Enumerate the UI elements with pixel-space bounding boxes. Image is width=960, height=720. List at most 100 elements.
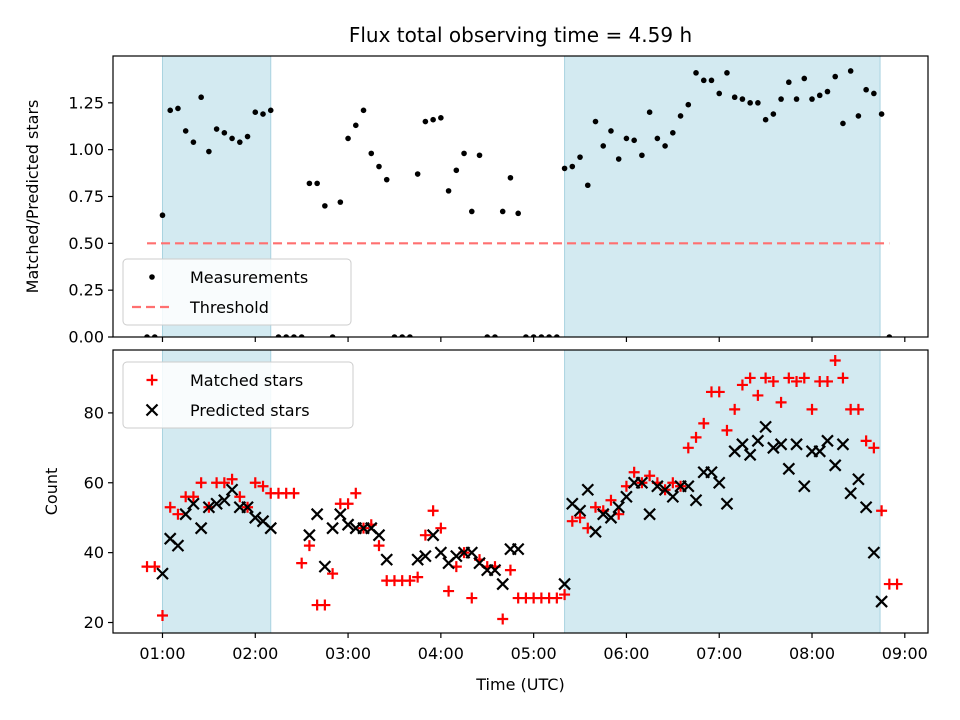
predicted-star-point xyxy=(867,546,881,559)
legend: Measurements Threshold xyxy=(122,258,352,326)
matched-star-point xyxy=(744,372,756,384)
predicted-star-point xyxy=(705,466,718,479)
measurement-point xyxy=(198,94,204,101)
legend: Matched stars Predicted stars xyxy=(122,361,354,429)
predicted-star-point xyxy=(689,493,703,507)
predicted-star-point xyxy=(511,542,525,556)
matched-star-point xyxy=(342,498,354,510)
matched-star-point xyxy=(164,501,176,513)
measurement-point xyxy=(515,210,521,217)
matched-star-point xyxy=(644,470,656,482)
predicted-star-point xyxy=(813,445,827,458)
measurement-point xyxy=(244,133,251,140)
matched-star-point xyxy=(783,372,795,384)
predicted-star-point xyxy=(767,441,780,455)
matched-star-point xyxy=(435,522,447,534)
measurement-point xyxy=(700,77,707,84)
matched-star-point xyxy=(690,431,702,443)
matched-star-point xyxy=(806,403,818,415)
x-tick-label: 03:00 xyxy=(325,644,371,663)
measurement-point xyxy=(840,120,846,127)
predicted-star-point xyxy=(774,438,788,451)
legend-box xyxy=(122,361,354,429)
measurement-point xyxy=(360,107,367,114)
measurement-point xyxy=(685,101,692,108)
measurement-point xyxy=(337,199,344,205)
predicted-star-point xyxy=(171,539,185,552)
measurement-point xyxy=(786,79,792,86)
measurement-point xyxy=(832,73,839,80)
matched-star-point xyxy=(721,424,733,436)
legend-label: Predicted stars xyxy=(190,401,310,420)
matched-star-point xyxy=(628,466,640,478)
predicted-star-point xyxy=(573,504,587,517)
y-tick-label: 0.50 xyxy=(68,234,104,253)
measurement-point xyxy=(608,128,614,134)
matched-star-point xyxy=(605,494,617,506)
predicted-star-point xyxy=(241,500,254,514)
matched-star-point xyxy=(249,477,261,489)
predicted-star-point xyxy=(488,563,502,577)
matched-star-point xyxy=(682,442,694,454)
measurement-point xyxy=(878,111,885,117)
matched-star-point xyxy=(713,386,725,398)
measurement-point xyxy=(306,180,313,187)
predicted-star-point xyxy=(612,500,625,514)
matched-star-point xyxy=(559,589,571,601)
measurement-point xyxy=(592,118,599,125)
measurement-point xyxy=(871,90,877,97)
matched-star-point xyxy=(226,473,238,485)
series-matched-stars xyxy=(141,354,903,625)
measurement-point xyxy=(662,143,668,149)
measurement-point xyxy=(229,135,235,142)
shaded-interval xyxy=(564,350,881,633)
measurement-point xyxy=(801,75,808,82)
matched-star-point xyxy=(868,442,880,454)
predicted-star-point xyxy=(836,438,850,451)
measurement-point xyxy=(724,70,730,76)
measurement-point xyxy=(816,92,823,99)
measurement-point xyxy=(376,163,382,170)
axes-frame xyxy=(112,349,929,634)
predicted-star-point xyxy=(334,507,347,521)
x-tick-label: 05:00 xyxy=(511,644,557,663)
predicted-star-point xyxy=(852,472,865,486)
matched-star-point xyxy=(729,403,741,415)
predicted-star-point xyxy=(450,549,463,563)
measurement-point xyxy=(182,128,189,134)
measurement-point xyxy=(430,116,436,123)
measurement-point xyxy=(322,203,328,209)
matched-star-point xyxy=(791,375,803,387)
matched-star-point xyxy=(327,568,339,580)
matched-star-point xyxy=(288,487,300,499)
panel-ratio: 0.00 0.25 0.50 0.75 1.00 1.25 Matched/Predicte… xyxy=(23,23,929,347)
x-tick-label: 04:00 xyxy=(418,644,464,663)
measurement-point xyxy=(693,70,699,76)
predicted-star-point xyxy=(844,486,857,500)
matched-star-point xyxy=(419,529,431,541)
predicted-star-point xyxy=(380,553,394,566)
shaded-interval xyxy=(564,56,881,337)
measurement-point xyxy=(414,171,421,177)
y-tick-label: 1.00 xyxy=(68,140,104,159)
y-tick-label: 40 xyxy=(84,543,104,562)
measurement-point xyxy=(213,126,220,132)
matched-star-point xyxy=(767,375,779,387)
measurement-point xyxy=(499,208,506,215)
predicted-star-point xyxy=(426,528,440,542)
matched-star-point xyxy=(775,396,787,408)
predicted-star-point xyxy=(326,521,339,535)
predicted-star-point xyxy=(419,549,432,563)
matched-star-point xyxy=(257,480,269,492)
matched-star-point xyxy=(195,477,207,489)
measurement-point xyxy=(237,139,243,145)
measurement-point xyxy=(600,143,607,149)
measurement-point xyxy=(847,68,854,74)
measurement-point xyxy=(615,156,622,162)
measurement-point xyxy=(623,135,630,142)
matched-star-point xyxy=(504,564,516,576)
matched-star-point xyxy=(412,571,424,583)
matched-star-point xyxy=(837,372,849,384)
y-tick-label: 60 xyxy=(84,473,104,492)
measurement-point xyxy=(793,96,800,102)
